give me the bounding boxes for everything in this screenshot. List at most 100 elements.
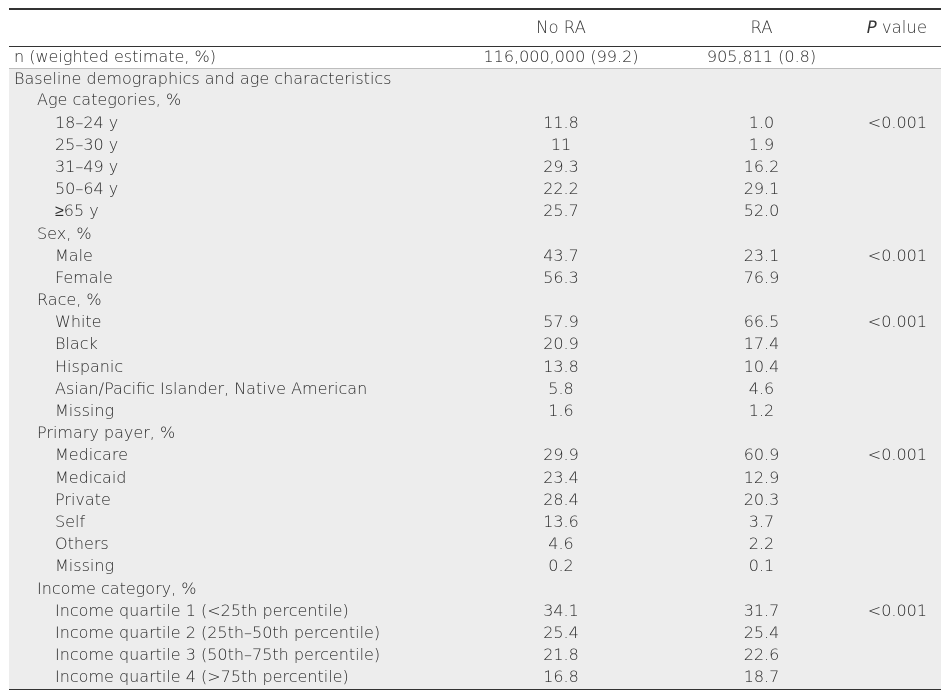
ra-value: 60.9 [668,445,855,468]
row-label: Missing [9,401,454,424]
row-label: Private [9,489,454,512]
ra-value [668,68,855,91]
p-value [855,534,941,557]
p-value [855,334,941,357]
no-ra-value: 21.8 [454,645,668,668]
table-row: White 57.9 66.5 <0.001 [9,312,941,335]
table-row: 18–24 y 11.8 1.0 <0.001 [9,112,941,135]
header-p-value: P value [855,8,941,47]
no-ra-value: 29.3 [454,156,668,180]
row-label: 18–24 y [9,112,454,135]
row-label: Race, % [9,290,454,313]
ra-value: 1.0 [668,112,855,135]
no-ra-value: 25.7 [454,201,668,224]
ra-value: 76.9 [668,267,855,291]
table-row: Others 4.6 2.2 [9,534,941,557]
row-label: Black [9,334,454,357]
p-value [855,556,941,579]
table-row: Primary payer, % [9,423,941,446]
table-row: Missing 0.2 0.1 [9,556,941,579]
ra-value: 31.7 [668,600,855,623]
p-value [855,423,941,446]
no-ra-value: 11 [454,134,668,157]
no-ra-value [454,223,668,246]
table-row: Private 28.4 20.3 [9,489,941,512]
row-label: Income quartile 1 (<25th percentile) [9,600,454,623]
no-ra-value: 20.9 [454,334,668,357]
p-value [855,511,941,535]
ra-value [668,423,855,446]
ra-value [668,578,855,601]
table-row: Asian/Pacific Islander, Native American 5… [9,378,941,401]
p-value [855,156,941,180]
p-value [855,356,941,379]
table-row: Black 20.9 17.4 [9,334,941,357]
row-label: Others [9,534,454,557]
table-row: Income quartile 1 (<25th percentile) 34.1… [9,600,941,623]
ra-value [668,290,855,313]
no-ra-value [454,68,668,91]
table-row: Medicare 29.9 60.9 <0.001 [9,445,941,468]
no-ra-value [454,423,668,446]
row-label: Primary payer, % [9,423,454,446]
p-value: <0.001 [855,112,941,135]
table-row: Female 56.3 76.9 [9,267,941,291]
table-row: 25–30 y 11 1.9 [9,134,941,157]
p-value [855,90,941,113]
demographics-table-container: No RA RA P value n (weighted estimate, %… [9,8,941,690]
no-ra-value: 43.7 [454,245,668,268]
row-label: ≥65 y [9,201,454,224]
p-value: <0.001 [855,245,941,268]
p-value [855,267,941,291]
row-label: Income quartile 2 (25th–50th percentile) [9,622,454,646]
row-label: Age categories, % [9,90,454,113]
p-value [855,578,941,601]
ra-value: 10.4 [668,356,855,379]
table-row: Age categories, % [9,90,941,113]
row-label: Asian/Pacific Islander, Native American [9,378,454,401]
p-value [855,378,941,401]
row-label: n (weighted estimate, %) [9,46,454,69]
demographics-table: No RA RA P value n (weighted estimate, %… [9,8,941,690]
table-row: Medicaid 23.4 12.9 [9,467,941,490]
row-label: Income quartile 4 (>75th percentile) [9,667,454,690]
no-ra-value: 13.6 [454,511,668,535]
no-ra-value: 25.4 [454,622,668,646]
table-body: n (weighted estimate, %) 116,000,000 (99.… [9,46,941,690]
no-ra-value: 13.8 [454,356,668,379]
ra-value: 25.4 [668,622,855,646]
table-row: ≥65 y 25.7 52.0 [9,201,941,224]
ra-value: 12.9 [668,467,855,490]
table-row: Male 43.7 23.1 <0.001 [9,245,941,268]
no-ra-value: 22.2 [454,179,668,202]
table-row: Missing 1.6 1.2 [9,401,941,424]
row-label: 31–49 y [9,156,454,180]
ra-value: 1.9 [668,134,855,157]
ra-value: 52.0 [668,201,855,224]
ra-value: 4.6 [668,378,855,401]
no-ra-value: 57.9 [454,312,668,335]
ra-value: 29.1 [668,179,855,202]
no-ra-value: 56.3 [454,267,668,291]
p-value [855,401,941,424]
header-no-ra: No RA [454,8,668,47]
ra-value: 1.2 [668,401,855,424]
no-ra-value: 28.4 [454,489,668,512]
p-value [855,645,941,668]
row-label: Hispanic [9,356,454,379]
table-row: Race, % [9,290,941,313]
ra-value: 905,811 (0.8) [668,46,855,69]
table-row: Self 13.6 3.7 [9,511,941,535]
table-row: Income category, % [9,578,941,601]
ra-value: 2.2 [668,534,855,557]
no-ra-value: 16.8 [454,667,668,690]
no-ra-value [454,90,668,113]
ra-value: 22.6 [668,645,855,668]
no-ra-value: 11.8 [454,112,668,135]
row-label: White [9,312,454,335]
row-label: Female [9,267,454,291]
p-value [855,223,941,246]
row-label: Male [9,245,454,268]
table-row: Income quartile 3 (50th–75th percentile)… [9,645,941,668]
p-value [855,489,941,512]
